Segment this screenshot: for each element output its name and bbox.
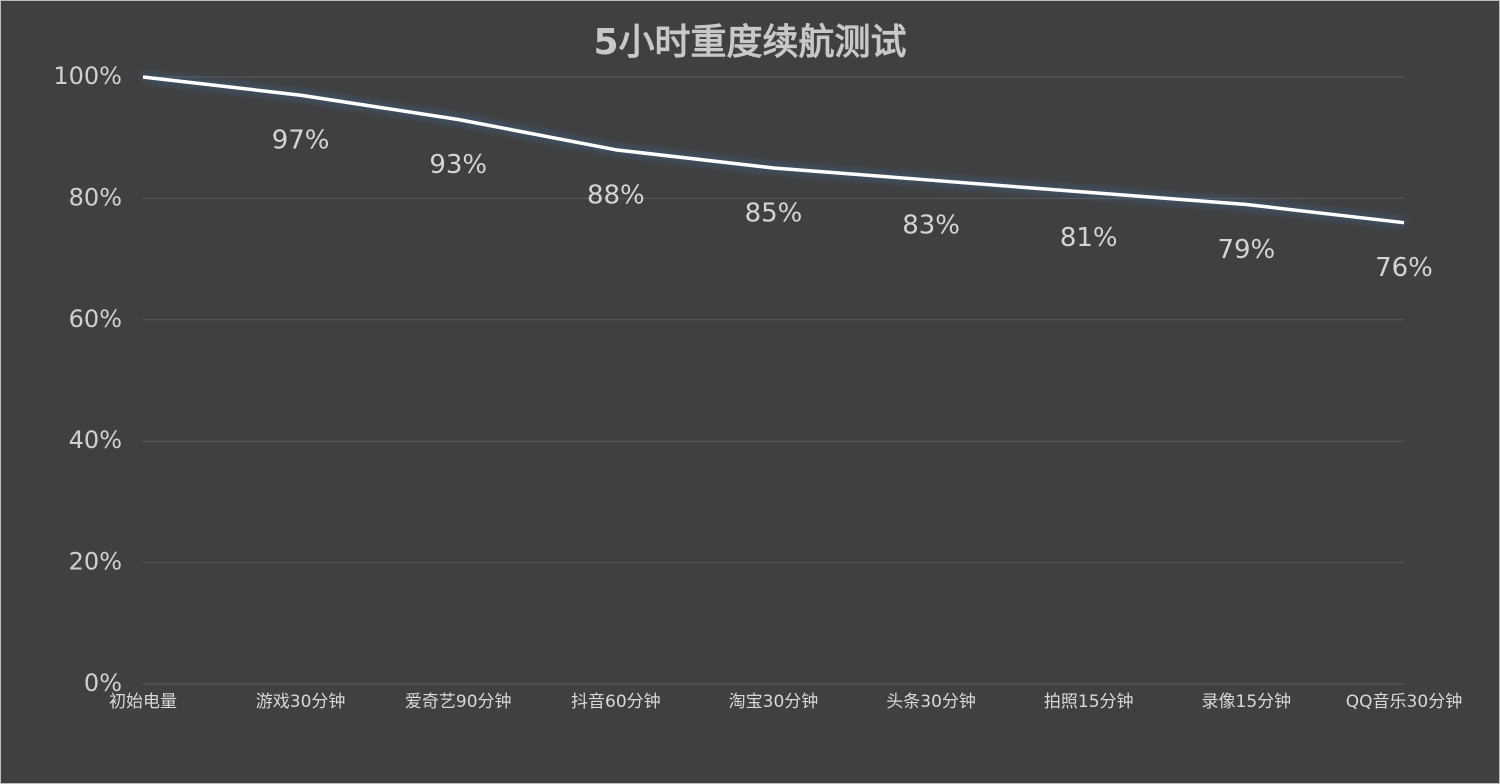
data-label: 97%: [272, 126, 330, 156]
x-tick-label: 游戏30分钟: [256, 692, 346, 712]
x-tick-label: 录像15分钟: [1202, 692, 1292, 712]
data-label: 93%: [429, 150, 487, 180]
data-label: 88%: [587, 180, 645, 210]
x-tick-label: 淘宝30分钟: [729, 692, 819, 712]
y-tick-label: 0%: [84, 669, 122, 697]
y-tick-label: 60%: [69, 305, 122, 333]
y-tick-label: 80%: [69, 183, 122, 211]
data-label: 83%: [902, 211, 960, 241]
x-tick-label: 头条30分钟: [886, 692, 976, 712]
x-tick-label: QQ音乐30分钟: [1346, 692, 1462, 712]
x-tick-label: 抖音60分钟: [571, 692, 661, 712]
chart-title: 5小时重度续航测试: [593, 21, 906, 63]
x-tick-label: 拍照15分钟: [1044, 692, 1134, 712]
y-tick-label: 20%: [69, 548, 122, 576]
data-label: 81%: [1060, 223, 1118, 253]
data-label: 76%: [1375, 253, 1433, 283]
x-tick-label: 爱奇艺90分钟: [405, 692, 512, 712]
data-label: 85%: [745, 199, 803, 229]
x-tick-label: 初始电量: [109, 692, 177, 712]
data-label: 79%: [1217, 235, 1275, 265]
y-tick-label: 100%: [53, 62, 122, 90]
data-line: [142, 75, 1405, 225]
y-tick-label: 40%: [69, 426, 122, 454]
